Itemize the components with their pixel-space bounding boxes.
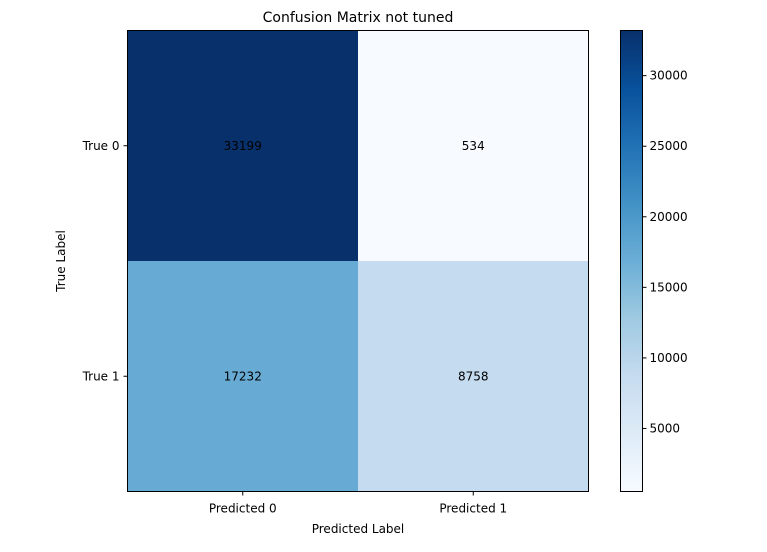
chart-title: Confusion Matrix not tuned: [263, 10, 454, 26]
x-axis-ticks: Predicted 0 Predicted 1: [209, 491, 507, 516]
heatmap-cell-r1-c0: [127, 261, 358, 492]
colorbar-ticks: 5000 10000 15000 20000 25000 30000: [642, 69, 688, 435]
x-axis-label: Predicted Label: [312, 522, 405, 536]
heatmap-cell-r0-c1: [358, 30, 589, 261]
plot-frame: [127, 30, 589, 492]
x-tick-label: Predicted 0: [209, 502, 277, 516]
colorbar-tick-label: 20000: [650, 210, 688, 224]
colorbar-tick-label: 25000: [650, 139, 688, 153]
cell-value-label-r0-c1: 534: [462, 139, 485, 153]
cell-value-label-r0-c0: 33199: [224, 139, 262, 153]
colorbar-tick-label: 15000: [650, 280, 688, 294]
colorbar: [620, 30, 643, 492]
cell-value-label-r1-c1: 8758: [458, 369, 489, 383]
heatmap-value-labels: 33199 534 17232 8758: [224, 139, 489, 384]
y-tick-label: True 1: [82, 369, 120, 383]
y-axis-label: True Label: [54, 230, 68, 293]
colorbar-tick-label: 5000: [650, 421, 681, 435]
colorbar-tick-label: 10000: [650, 351, 688, 365]
y-axis-ticks: True 0 True 1: [82, 139, 128, 383]
x-tick-label: Predicted 1: [439, 502, 507, 516]
heatmap-cell-r0-c0: [127, 30, 358, 261]
cell-value-label-r1-c0: 17232: [224, 369, 262, 383]
colorbar-tick-label: 30000: [650, 69, 688, 83]
heatmap-cells: [127, 30, 589, 492]
heatmap-cell-r1-c1: [358, 261, 589, 492]
y-tick-label: True 0: [82, 139, 120, 153]
